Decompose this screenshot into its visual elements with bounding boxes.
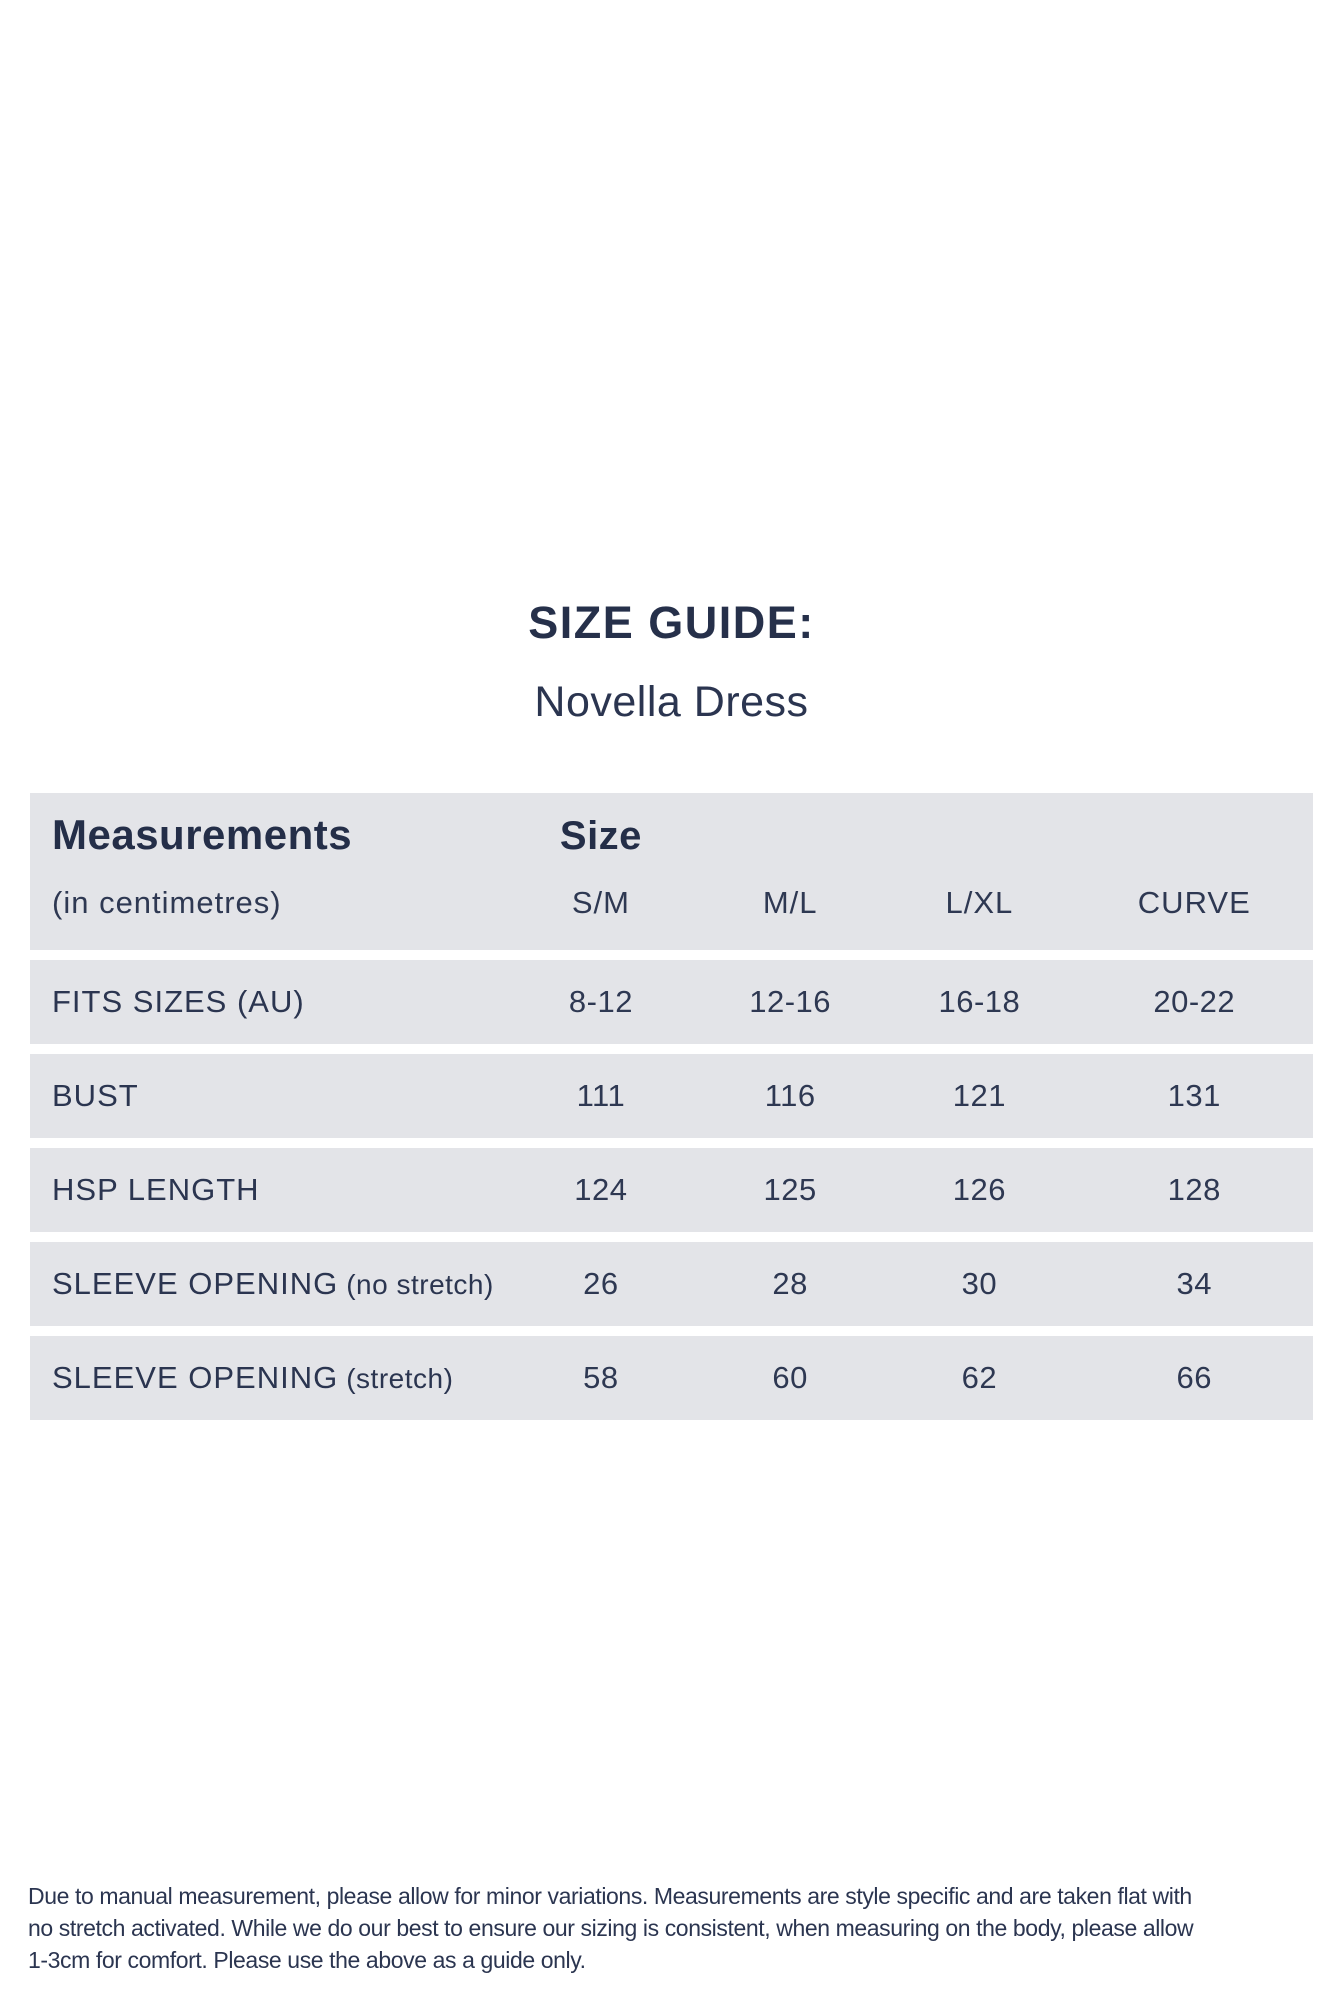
row-label: BUST [52,1078,139,1113]
cell-value: 26 [583,1266,619,1301]
cell-value: 16-18 [938,984,1021,1019]
header-size-ml: M/L [762,885,818,920]
page-title: SIZE GUIDE: [528,597,815,648]
row-label: SLEEVE OPENING [52,1266,339,1301]
title-block: SIZE GUIDE: Novella Dress [0,600,1343,724]
cell-value: 12-16 [749,984,832,1019]
cell-value: 124 [574,1172,628,1207]
header-size-curve: CURVE [1137,885,1251,920]
cell-value: 62 [961,1360,998,1395]
cell-value: 30 [961,1266,998,1301]
table-row-hsp-length: HSP LENGTH 124 125 126 128 [30,1148,1313,1232]
cell-value: 60 [772,1360,808,1395]
table-row-sleeve-opening-stretch: SLEEVE OPENING (stretch) 58 60 62 66 [30,1336,1313,1420]
product-name: Novella Dress [534,678,809,726]
table-row-fits-sizes: FITS SIZES (AU) 8-12 12-16 16-18 20-22 [30,960,1313,1044]
disclaimer-line: 1-3cm for comfort. Please use the above … [28,1947,586,1973]
header-units: (in centimetres) [52,885,282,920]
row-label: FITS SIZES (AU) [52,984,305,1019]
disclaimer-line: no stretch activated. While we do our be… [28,1915,1194,1941]
header-size-sm: S/M [571,885,630,920]
header-measurements: Measurements [52,811,353,858]
cell-value: 121 [952,1078,1006,1113]
cell-value: 28 [772,1266,808,1301]
header-size: Size [559,814,642,858]
size-table: Measurements (in centimetres) Size S/M M… [30,793,1313,1420]
cell-value: 66 [1176,1360,1213,1395]
table-row-bust: BUST 111 116 121 131 [30,1054,1313,1138]
disclaimer-line: Due to manual measurement, please allow … [28,1883,1192,1909]
cell-value: 8-12 [568,984,633,1019]
cell-value: 58 [583,1360,619,1395]
cell-value: 128 [1167,1172,1221,1207]
cell-value: 126 [952,1172,1006,1207]
cell-value: 131 [1167,1078,1221,1113]
row-label: HSP LENGTH [52,1172,260,1207]
header-size-lxl: L/XL [945,885,1014,920]
row-label-suffix: (no stretch) [346,1269,494,1300]
table-header-row: Measurements (in centimetres) Size S/M M… [30,793,1313,950]
cell-value: 20-22 [1153,984,1236,1019]
disclaimer-text: Due to manual measurement, please allow … [28,1880,1323,1976]
cell-value: 125 [763,1172,817,1207]
table-row-sleeve-opening-no-stretch: SLEEVE OPENING (no stretch) 26 28 30 34 [30,1242,1313,1326]
row-label-suffix: (stretch) [346,1363,454,1394]
cell-value: 116 [764,1078,816,1113]
row-label: SLEEVE OPENING [52,1360,339,1395]
cell-value: 34 [1176,1266,1213,1301]
cell-value: 111 [576,1078,626,1113]
